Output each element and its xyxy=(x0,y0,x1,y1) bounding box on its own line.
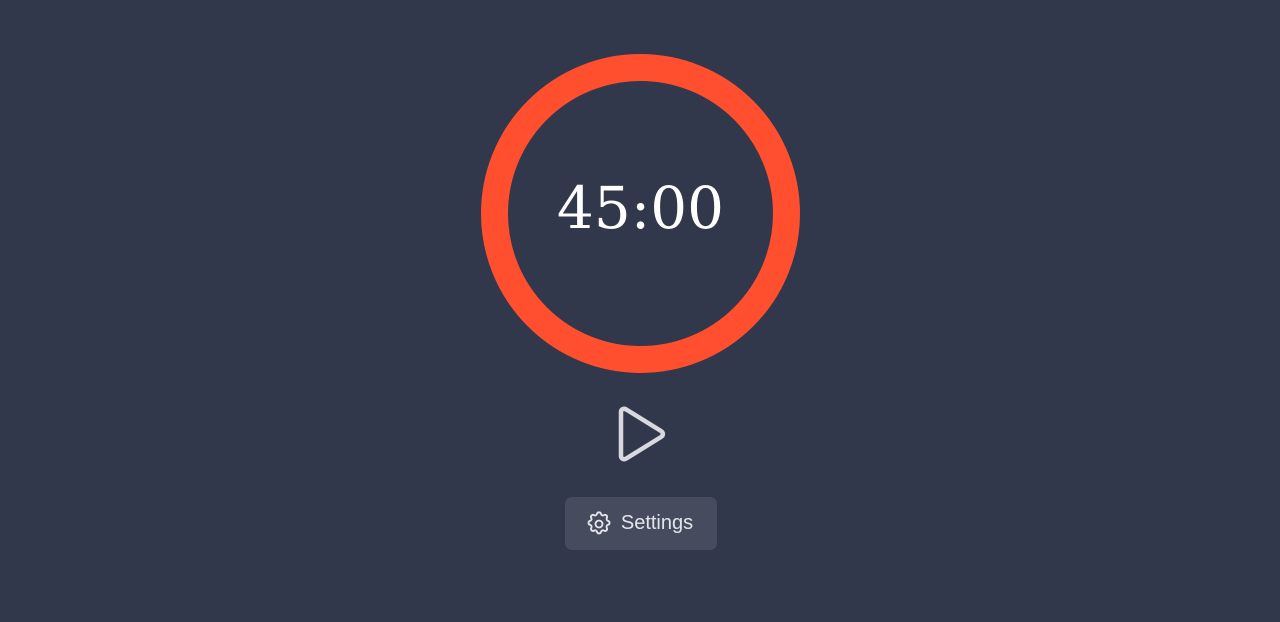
gear-icon xyxy=(585,510,613,538)
timer-progress-ring-svg xyxy=(481,54,800,373)
play-button[interactable] xyxy=(606,398,674,470)
time-remaining: 45:00 xyxy=(556,173,725,242)
timer-ring-progress xyxy=(481,54,800,373)
timer-progress-ring xyxy=(481,54,800,373)
settings-button[interactable]: Settings xyxy=(565,497,717,550)
settings-button-label: Settings xyxy=(620,512,694,534)
play-icon xyxy=(618,406,666,462)
